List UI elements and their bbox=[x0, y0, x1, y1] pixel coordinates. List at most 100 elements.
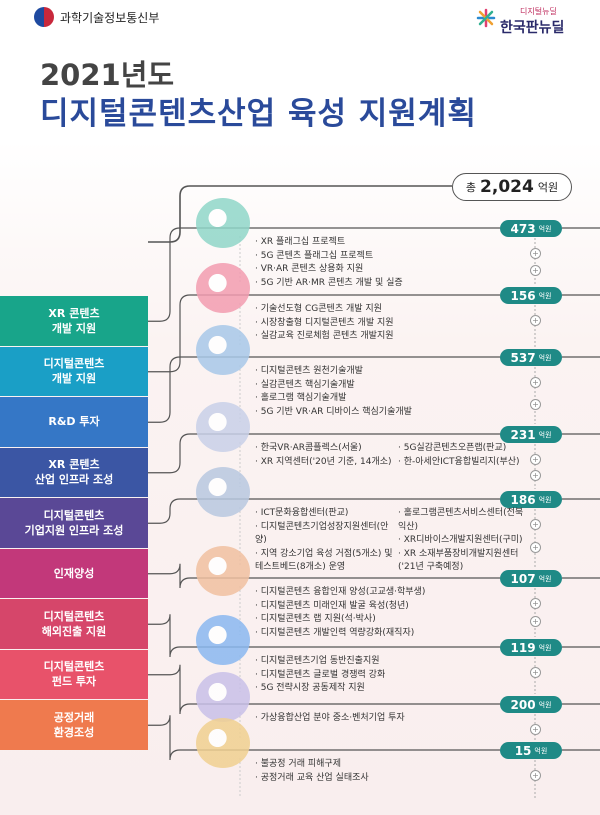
category-box: 인재양성 bbox=[0, 548, 148, 598]
amount-unit: 억원 bbox=[538, 353, 552, 362]
amount-unit: 억원 bbox=[538, 574, 552, 583]
total-budget: 총 2,024 억원 bbox=[452, 173, 572, 201]
plus-icon: + bbox=[530, 667, 541, 678]
category-label: 기업지원 인프라 조성 bbox=[24, 523, 124, 537]
category-box: R&D 투자 bbox=[0, 397, 148, 447]
amount: 200 bbox=[510, 697, 536, 712]
list-item: 홀로그램 핵심기술개발 bbox=[255, 392, 515, 406]
list-item: 한-아세안ICT융합빌리지(부산) bbox=[398, 456, 528, 470]
item-list: 디지털콘텐츠기업 동반진출지원디지털콘텐츠 글로벌 경쟁력 강화5G 전략시장 … bbox=[255, 655, 515, 696]
category-label: 디지털콘텐츠 bbox=[43, 660, 105, 674]
list-item: 디지털콘텐츠 융합인재 양성(고교생·학부생) bbox=[255, 586, 515, 600]
connector bbox=[148, 498, 500, 524]
list-item: 시장창출형 디지털콘텐츠 개발 지원 bbox=[255, 317, 515, 331]
category-label: 환경조성 bbox=[53, 725, 95, 739]
amount-unit: 억원 bbox=[534, 746, 548, 755]
plus-icon: + bbox=[530, 377, 541, 388]
plus-icon: + bbox=[530, 615, 541, 627]
amount-unit: 억원 bbox=[538, 291, 552, 300]
amount-pill: 537 억원 bbox=[500, 349, 562, 366]
illustration bbox=[196, 467, 250, 517]
brand-small: 디지털뉴딜 bbox=[520, 7, 557, 16]
list-item: 디지털콘텐츠 개발인력 역량강화(재직자) bbox=[255, 627, 515, 641]
category-label: 디지털콘텐츠 bbox=[43, 357, 105, 371]
illustration bbox=[196, 672, 250, 722]
list-item: 디지털콘텐츠기업성장지원센터(안양) bbox=[255, 521, 395, 548]
total-amount: 2,024 bbox=[480, 177, 534, 197]
list-item: XR디바이스개발지원센터(구미) bbox=[398, 534, 528, 548]
plus-icon: + bbox=[530, 264, 541, 276]
plus-icon: + bbox=[530, 541, 541, 553]
illustration bbox=[196, 198, 250, 248]
amount: 119 bbox=[510, 640, 536, 655]
total-prefix: 총 bbox=[465, 181, 477, 194]
plus-icon: + bbox=[530, 598, 541, 609]
list-item: 한국VR·AR콤플렉스(서울) bbox=[255, 442, 395, 456]
category-label: R&D 투자 bbox=[48, 415, 100, 429]
ministry: 과학기술정보통신부 bbox=[60, 11, 160, 25]
category-box: 공정거래 환경조성 bbox=[0, 700, 148, 750]
title-year: 2021년도 bbox=[40, 58, 175, 92]
category-label: 개발 지원 bbox=[51, 321, 97, 335]
list-item: 디지털콘텐츠기업 동반진출지원 bbox=[255, 655, 515, 669]
category-box: XR 콘텐츠 개발 지원 bbox=[0, 296, 148, 346]
list-item: 실감교육 진로체험 콘텐츠 개발지원 bbox=[255, 330, 515, 344]
list-item: 5G실감콘텐츠오픈랩(판교) bbox=[398, 442, 528, 456]
amount-pill: 473 억원 bbox=[500, 220, 562, 237]
item-list: 홀로그램콘텐츠서비스센터(전북 익산)XR디바이스개발지원센터(구미)XR 소재… bbox=[398, 507, 528, 575]
connector bbox=[148, 614, 500, 658]
amount: 15 bbox=[514, 743, 532, 758]
connector bbox=[148, 227, 500, 322]
list-item: 5G 전략시장 공동제작 지원 bbox=[255, 682, 515, 696]
item-list: XR 플래그십 프로젝트5G 콘텐츠 플래그십 프로젝트VR·AR 콘텐츠 상용… bbox=[255, 236, 515, 290]
amount-pill: 186 억원 bbox=[500, 491, 562, 508]
plus-icon: + bbox=[530, 454, 541, 465]
amount: 537 bbox=[510, 350, 536, 365]
amount: 473 bbox=[510, 221, 536, 236]
list-item: VR·AR 콘텐츠 상용화 지원 bbox=[255, 263, 515, 277]
list-item: 디지털콘텐츠 글로벌 경쟁력 강화 bbox=[255, 669, 515, 683]
category-label: 펀드 투자 bbox=[51, 675, 97, 689]
amount-pill: 107 억원 bbox=[500, 570, 562, 587]
list-item: XR 플래그십 프로젝트 bbox=[255, 236, 515, 250]
list-item: 실감콘텐츠 핵심기술개발 bbox=[255, 379, 515, 393]
list-item: 디지털콘텐츠 원천기술개발 bbox=[255, 365, 515, 379]
plus-icon: + bbox=[530, 315, 541, 326]
amount: 231 bbox=[510, 427, 536, 442]
category-box: 디지털콘텐츠 개발 지원 bbox=[0, 346, 148, 396]
illustration bbox=[196, 718, 250, 768]
item-list: 기술선도형 CG콘텐츠 개발 지원시장창출형 디지털콘텐츠 개발 지원실감교육 … bbox=[255, 303, 515, 344]
list-item: 기술선도형 CG콘텐츠 개발 지원 bbox=[255, 303, 515, 317]
amount-unit: 억원 bbox=[538, 430, 552, 439]
category-label: 인재양성 bbox=[53, 566, 95, 580]
plus-icon: + bbox=[530, 398, 541, 410]
list-item: 공정거래 교육 산업 실태조사 bbox=[255, 772, 515, 786]
connector bbox=[148, 563, 500, 589]
connector bbox=[148, 664, 500, 715]
amount: 186 bbox=[510, 492, 536, 507]
amount-pill: 119 억원 bbox=[500, 639, 562, 656]
category-box: 디지털콘텐츠 해외진출 지원 bbox=[0, 599, 148, 649]
category-box: 디지털콘텐츠 펀드 투자 bbox=[0, 649, 148, 699]
list-item: 디지털콘텐츠 랩 지원(석·박사) bbox=[255, 613, 515, 627]
amount-unit: 억원 bbox=[538, 700, 552, 709]
category-label: 개발 지원 bbox=[51, 372, 97, 386]
list-item: 디지털콘텐츠 미래인재 발굴 육성(청년) bbox=[255, 600, 515, 614]
connector bbox=[148, 185, 452, 243]
list-item: ICT문화융합센터(판교) bbox=[255, 507, 395, 521]
list-item: 홀로그램콘텐츠서비스센터(전북 익산) bbox=[398, 507, 528, 534]
item-list: 디지털콘텐츠 융합인재 양성(고교생·학부생)디지털콘텐츠 미래인재 발굴 육성… bbox=[255, 586, 515, 640]
plus-icon: + bbox=[530, 770, 541, 781]
item-list: 한국VR·AR콤플렉스(서울)XR 지역센터('20년 기준, 14개소) bbox=[255, 442, 395, 469]
illustration bbox=[196, 263, 250, 313]
list-item: 불공정 거래 피해구제 bbox=[255, 758, 515, 772]
amount-unit: 억원 bbox=[538, 495, 552, 504]
plus-icon: + bbox=[530, 519, 541, 530]
amount-pill: 231 억원 bbox=[500, 426, 562, 443]
list-item: 지역 강소기업 육성 거점(5개소) 및 테스트베드(8개소) 운영 bbox=[255, 548, 395, 575]
item-list: 불공정 거래 피해구제공정거래 교육 산업 실태조사 bbox=[255, 758, 515, 785]
list-item: 5G 콘텐츠 플래그십 프로젝트 bbox=[255, 250, 515, 264]
list-item: XR 지역센터('20년 기준, 14개소) bbox=[255, 456, 395, 470]
